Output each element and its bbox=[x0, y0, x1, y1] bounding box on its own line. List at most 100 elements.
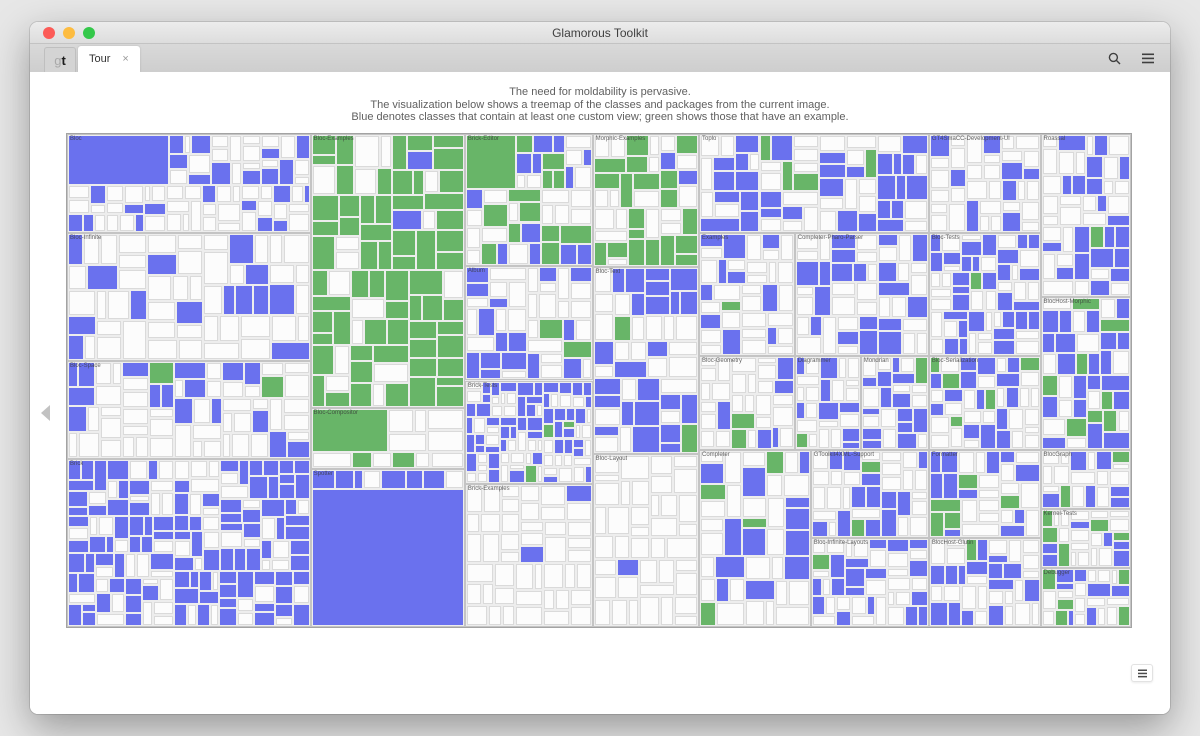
treemap-cell[interactable] bbox=[1042, 175, 1061, 194]
treemap-cell[interactable] bbox=[568, 538, 591, 548]
treemap-cell[interactable] bbox=[1101, 350, 1111, 374]
treemap-cell[interactable] bbox=[1042, 298, 1072, 309]
treemap-cell[interactable] bbox=[778, 285, 793, 311]
treemap-cell[interactable] bbox=[147, 255, 176, 274]
treemap-cell[interactable] bbox=[410, 359, 437, 376]
treemap-cell[interactable] bbox=[727, 259, 745, 271]
treemap-cell[interactable] bbox=[1070, 472, 1095, 484]
treemap-cell[interactable] bbox=[97, 594, 111, 612]
treemap-cell[interactable] bbox=[527, 440, 536, 451]
treemap-cell[interactable] bbox=[796, 336, 822, 354]
treemap-cell[interactable] bbox=[235, 548, 245, 571]
treemap-cell[interactable] bbox=[482, 244, 496, 264]
treemap-cell[interactable] bbox=[1091, 548, 1098, 566]
treemap-cell[interactable] bbox=[796, 434, 807, 448]
treemap-cell[interactable] bbox=[115, 539, 128, 553]
treemap-cell[interactable] bbox=[720, 136, 734, 157]
treemap-cell[interactable] bbox=[633, 190, 659, 207]
treemap-cell[interactable] bbox=[1056, 334, 1075, 353]
treemap-package-album[interactable]: Album bbox=[464, 265, 593, 381]
treemap-cell[interactable] bbox=[151, 554, 173, 569]
treemap-cell[interactable] bbox=[95, 214, 106, 231]
treemap-cell[interactable] bbox=[285, 527, 309, 539]
treemap-cell[interactable] bbox=[207, 380, 221, 398]
treemap-cell[interactable] bbox=[488, 469, 499, 483]
treemap-cell[interactable] bbox=[189, 154, 211, 174]
treemap-cell[interactable] bbox=[386, 383, 409, 406]
treemap-cell[interactable] bbox=[909, 560, 927, 576]
treemap-cell[interactable] bbox=[1087, 390, 1100, 409]
treemap-cell[interactable] bbox=[953, 286, 969, 293]
treemap-cell[interactable] bbox=[297, 136, 309, 159]
treemap-package-bloc-serialization[interactable]: Bloc-Serialization bbox=[928, 355, 1041, 450]
treemap-cell[interactable] bbox=[763, 234, 780, 248]
treemap-cell[interactable] bbox=[930, 586, 943, 601]
treemap-cell[interactable] bbox=[233, 186, 240, 202]
tab-tour[interactable]: Tour × bbox=[78, 46, 140, 72]
treemap-cell[interactable] bbox=[1061, 485, 1071, 507]
treemap-cell[interactable] bbox=[1000, 525, 1024, 537]
treemap-cell[interactable] bbox=[393, 136, 406, 169]
treemap-cell[interactable] bbox=[944, 312, 967, 320]
treemap-cell[interactable] bbox=[718, 402, 731, 430]
treemap-cell[interactable] bbox=[812, 471, 830, 486]
treemap-cell[interactable] bbox=[100, 406, 122, 416]
treemap-cell[interactable] bbox=[594, 189, 608, 207]
treemap-cell[interactable] bbox=[495, 332, 507, 352]
treemap-cell[interactable] bbox=[631, 317, 644, 341]
treemap-cell[interactable] bbox=[634, 402, 659, 425]
treemap-cell[interactable] bbox=[856, 282, 878, 301]
treemap-cell[interactable] bbox=[540, 282, 557, 293]
treemap-cell[interactable] bbox=[583, 149, 591, 166]
treemap-cell[interactable] bbox=[930, 540, 945, 564]
treemap-cell[interactable] bbox=[888, 568, 908, 576]
treemap-cell[interactable] bbox=[264, 461, 279, 475]
treemap-cell[interactable] bbox=[525, 466, 536, 483]
treemap-cell[interactable] bbox=[858, 214, 876, 231]
treemap-cell[interactable] bbox=[174, 557, 193, 571]
treemap-cell[interactable] bbox=[821, 379, 831, 401]
treemap-package-bloc-examples[interactable]: Bloc-Examples bbox=[310, 134, 465, 408]
treemap-cell[interactable] bbox=[129, 461, 148, 480]
treemap-cell[interactable] bbox=[632, 480, 649, 506]
treemap-cell[interactable] bbox=[351, 383, 372, 406]
treemap-cell[interactable] bbox=[646, 208, 659, 238]
treemap-cell[interactable] bbox=[948, 602, 961, 625]
treemap-cell[interactable] bbox=[763, 249, 780, 261]
treemap-cell[interactable] bbox=[108, 480, 117, 499]
treemap-cell[interactable] bbox=[747, 373, 756, 393]
treemap-cell[interactable] bbox=[785, 497, 809, 508]
treemap-cell[interactable] bbox=[476, 404, 491, 416]
treemap-cell[interactable] bbox=[88, 492, 107, 505]
treemap-cell[interactable] bbox=[660, 425, 680, 442]
treemap-cell[interactable] bbox=[607, 242, 628, 257]
treemap-cell[interactable] bbox=[1000, 510, 1014, 524]
treemap-cell[interactable] bbox=[1015, 136, 1039, 150]
treemap-cell[interactable] bbox=[668, 356, 697, 377]
treemap-cell[interactable] bbox=[509, 243, 529, 264]
treemap-cell[interactable] bbox=[270, 398, 283, 431]
treemap-cell[interactable] bbox=[125, 554, 135, 577]
treemap-cell[interactable] bbox=[270, 285, 294, 315]
treemap-cell[interactable] bbox=[262, 499, 284, 516]
treemap-cell[interactable] bbox=[930, 234, 941, 251]
treemap-cell[interactable] bbox=[812, 521, 827, 537]
treemap-cell[interactable] bbox=[466, 309, 478, 335]
treemap-cell[interactable] bbox=[393, 195, 423, 210]
treemap-cell[interactable] bbox=[742, 497, 767, 518]
treemap-cell[interactable] bbox=[69, 265, 86, 290]
treemap-cell[interactable] bbox=[918, 451, 927, 468]
treemap-cell[interactable] bbox=[220, 599, 236, 607]
treemap-cell[interactable] bbox=[862, 461, 881, 472]
treemap-cell[interactable] bbox=[504, 405, 517, 416]
treemap-cell[interactable] bbox=[905, 201, 927, 219]
treemap-cell[interactable] bbox=[1101, 333, 1116, 349]
treemap-cell[interactable] bbox=[785, 530, 809, 555]
treemap-cell[interactable] bbox=[312, 236, 334, 269]
treemap-cell[interactable] bbox=[1022, 201, 1039, 220]
treemap-cell[interactable] bbox=[585, 467, 591, 482]
treemap-cell[interactable] bbox=[446, 471, 463, 488]
treemap-cell[interactable] bbox=[243, 171, 261, 185]
treemap-cell[interactable] bbox=[433, 136, 463, 148]
treemap-cell[interactable] bbox=[594, 483, 620, 506]
